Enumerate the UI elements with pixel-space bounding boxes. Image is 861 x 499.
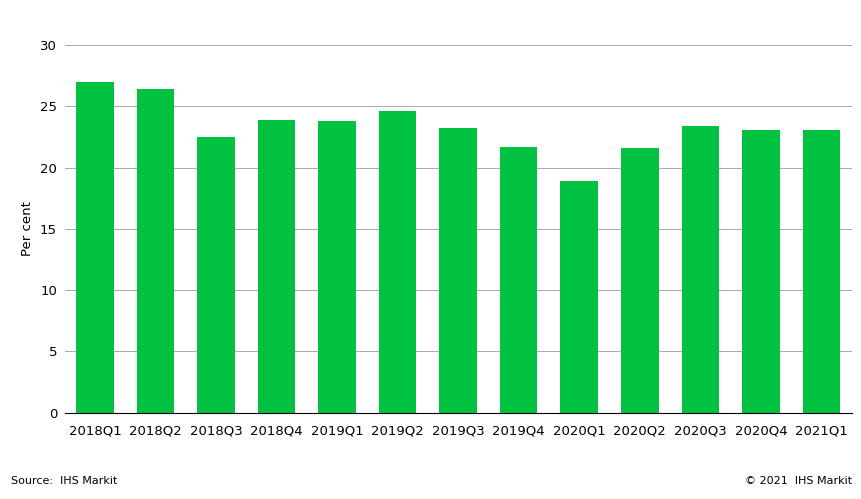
Bar: [681, 126, 718, 413]
Bar: [378, 111, 416, 413]
Text: Source:  IHS Markit: Source: IHS Markit: [11, 476, 117, 486]
Text: © 2021  IHS Markit: © 2021 IHS Markit: [744, 476, 851, 486]
Bar: [197, 137, 234, 413]
Bar: [802, 130, 839, 413]
Y-axis label: Per cent: Per cent: [22, 202, 34, 256]
Bar: [560, 181, 598, 413]
Bar: [620, 148, 658, 413]
Bar: [137, 89, 174, 413]
Bar: [257, 120, 295, 413]
Text: Zambia:  Sovereign debt holdings to assets: Zambia: Sovereign debt holdings to asset…: [11, 14, 372, 32]
Bar: [318, 121, 356, 413]
Bar: [741, 130, 778, 413]
Bar: [499, 147, 537, 413]
Bar: [76, 82, 114, 413]
Bar: [439, 128, 476, 413]
